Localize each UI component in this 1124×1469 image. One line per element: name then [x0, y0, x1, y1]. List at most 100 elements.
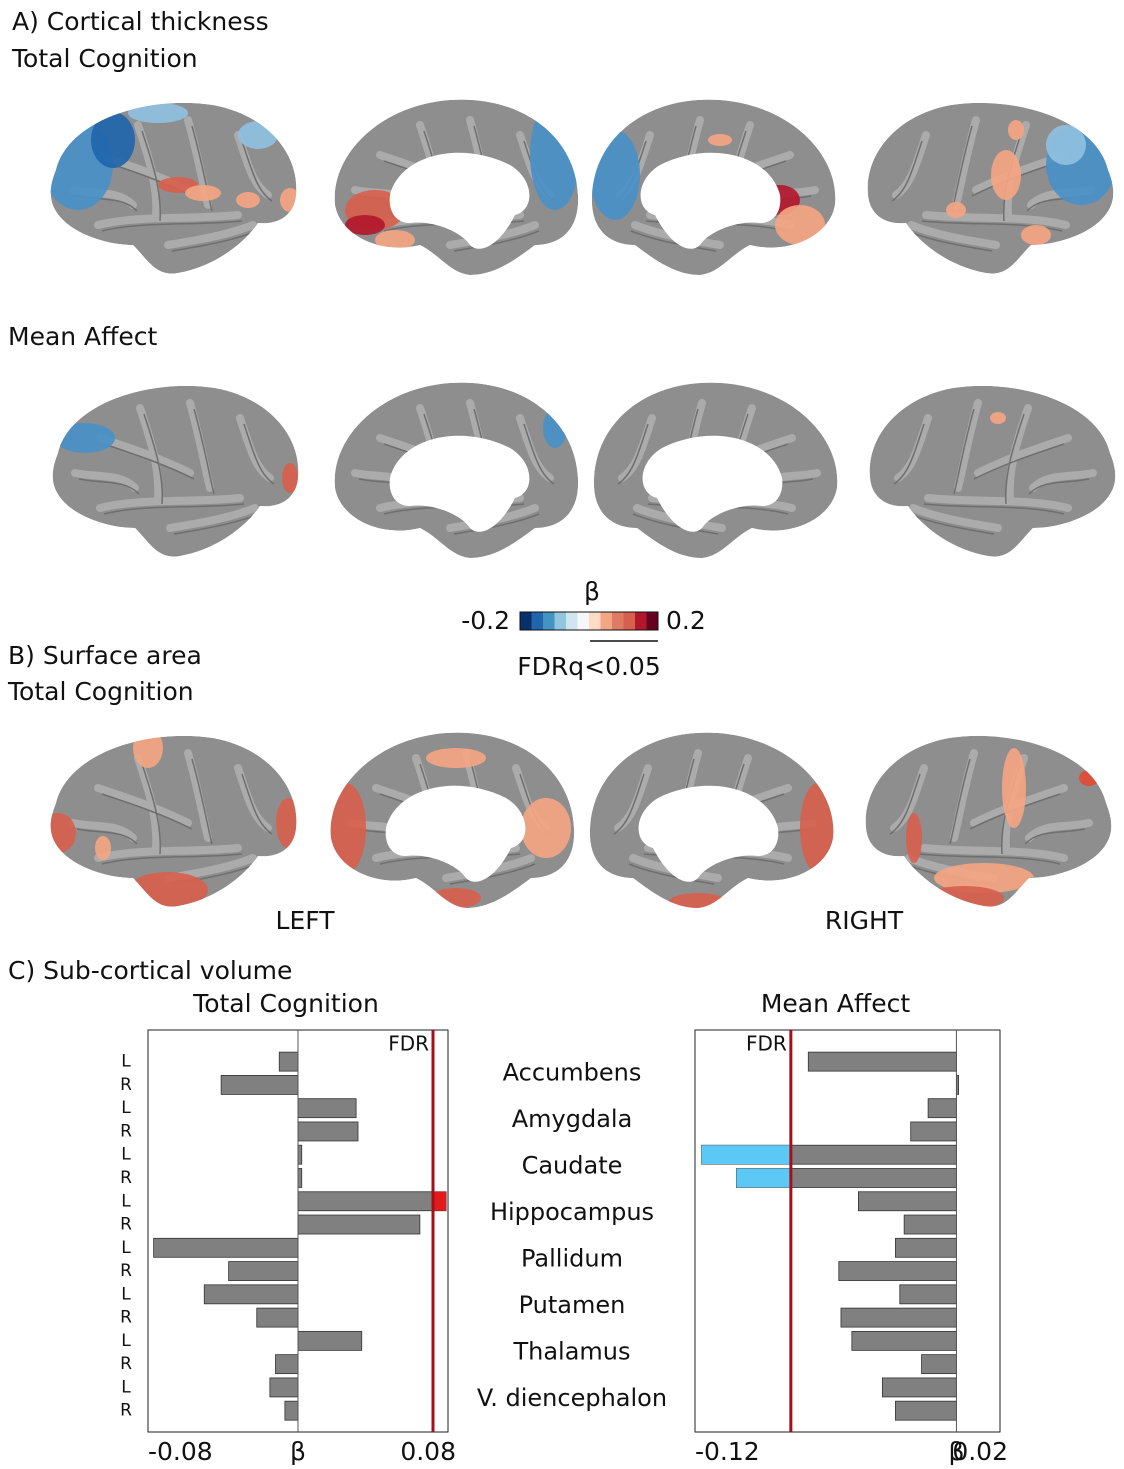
bar [852, 1331, 957, 1350]
x-axis-label: β [948, 1437, 964, 1466]
bar [279, 1052, 298, 1071]
hemisphere-label: L [121, 1098, 131, 1118]
hemisphere-label: LEFT [276, 906, 336, 935]
bar [841, 1308, 956, 1327]
effect-patch [990, 412, 1006, 424]
colorbar-cell [589, 612, 601, 630]
bar [221, 1075, 298, 1094]
hemisphere-label: R [120, 1121, 132, 1141]
bar [895, 1401, 956, 1420]
effect-patch [991, 150, 1021, 200]
effect-patch [708, 134, 732, 146]
x-axis-label: β [290, 1437, 306, 1466]
x-tick-label: -0.12 [695, 1437, 760, 1466]
effect-patch [185, 185, 221, 201]
colorbar-label: β [584, 577, 600, 606]
row-title: Total Cognition [7, 677, 194, 706]
row-title: Mean Affect [8, 322, 158, 351]
colorbar-cell [612, 612, 624, 630]
bar [298, 1099, 356, 1118]
threshold-label: FDR [388, 1032, 429, 1056]
colorbar-tick-label: -0.2 [461, 606, 510, 635]
bar [285, 1401, 298, 1420]
bar [298, 1192, 446, 1211]
chart-title: Mean Affect [761, 989, 911, 1018]
colorbar-cell [624, 612, 636, 630]
bar [298, 1122, 358, 1141]
hemisphere-label: R [120, 1075, 132, 1095]
significant-segment [702, 1145, 791, 1164]
effect-patch [906, 813, 922, 863]
bar [858, 1192, 956, 1211]
hemisphere-label: L [121, 1145, 131, 1165]
region-label: Hippocampus [490, 1198, 654, 1226]
x-tick-label: -0.08 [148, 1437, 213, 1466]
colorbar-cell [543, 612, 555, 630]
colorbar-cell [555, 612, 567, 630]
region-label: Pallidum [521, 1244, 623, 1272]
hemisphere-label: R [120, 1168, 132, 1188]
bar [276, 1355, 299, 1374]
effect-patch [1021, 225, 1051, 245]
threshold-label: FDR [746, 1032, 787, 1056]
hemisphere-label: R [120, 1354, 132, 1374]
bar [928, 1099, 956, 1118]
hemisphere-label: R [120, 1308, 132, 1328]
threshold-label: FDRq<0.05 [517, 652, 660, 681]
bar [298, 1215, 420, 1234]
hemisphere-label: L [121, 1331, 131, 1351]
panel-title: A) Cortical thickness [12, 7, 269, 36]
region-label: Caudate [522, 1151, 623, 1179]
effect-patch [1008, 120, 1024, 140]
hemisphere-label: R [120, 1401, 132, 1421]
bar [298, 1145, 302, 1164]
bar [257, 1308, 298, 1327]
bar [229, 1262, 298, 1281]
colorbar-cell [520, 612, 532, 630]
colorbar-cell [601, 612, 613, 630]
hemisphere-label: L [121, 1052, 131, 1072]
colorbar-cell [647, 612, 659, 630]
x-tick-label: 0.08 [400, 1437, 456, 1466]
effect-patch [95, 836, 111, 860]
region-label: Amygdala [512, 1105, 633, 1133]
hemisphere-label: L [121, 1284, 131, 1304]
bar [922, 1355, 957, 1374]
region-label: Thalamus [512, 1338, 630, 1366]
region-label: V. diencephalon [477, 1384, 667, 1412]
hemisphere-label: R [120, 1261, 132, 1281]
bar [900, 1285, 957, 1304]
significant-segment [433, 1192, 446, 1211]
effect-patch [1002, 748, 1026, 828]
bar [839, 1262, 957, 1281]
region-label: Putamen [519, 1291, 626, 1319]
bar [154, 1238, 298, 1257]
region-label: Accumbens [503, 1058, 642, 1086]
bar [882, 1378, 956, 1397]
hemisphere-label: R [120, 1215, 132, 1235]
bar [904, 1215, 956, 1234]
bar [270, 1378, 298, 1397]
effect-patch [236, 192, 260, 208]
bar [911, 1122, 957, 1141]
row-title: Total Cognition [11, 44, 198, 73]
hemisphere-label: RIGHT [825, 906, 904, 935]
colorbar-cell [635, 612, 647, 630]
hemisphere-label: L [121, 1191, 131, 1211]
colorbar-cell [566, 612, 578, 630]
bar [808, 1052, 956, 1071]
effect-patch [946, 202, 966, 218]
effect-patch [426, 748, 486, 768]
effect-patch [521, 798, 571, 858]
figure: A) Cortical thickness Total Cognition Me… [0, 0, 1124, 1469]
bar [895, 1238, 956, 1257]
hemisphere-label: L [121, 1238, 131, 1258]
chart-title: Total Cognition [192, 989, 379, 1018]
bar [298, 1168, 302, 1187]
colorbar-tick-label: 0.2 [666, 606, 706, 635]
colorbar-cell [578, 612, 590, 630]
bar [204, 1285, 298, 1304]
bar [298, 1331, 362, 1350]
panel-title: C) Sub-cortical volume [8, 956, 292, 985]
panel-title: B) Surface area [8, 641, 202, 670]
